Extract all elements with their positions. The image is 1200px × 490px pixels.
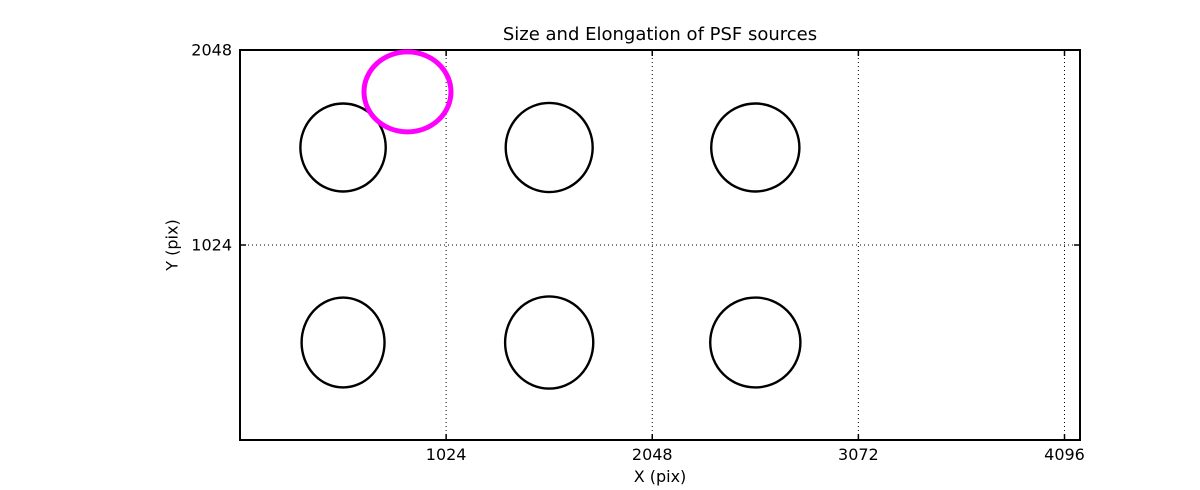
chart-title: Size and Elongation of PSF sources xyxy=(503,24,817,45)
axis-ticks xyxy=(240,49,1080,440)
flagged-elongated-ellipse xyxy=(361,49,454,135)
x-gridlines xyxy=(445,50,1066,440)
x-tick-label: 2048 xyxy=(632,445,673,464)
psf-source-ellipse xyxy=(503,295,595,390)
x-tick-label: 4096 xyxy=(1044,445,1085,464)
x-tick-label: 1024 xyxy=(426,445,467,464)
y-tick-labels: 1024 2048 xyxy=(191,41,232,255)
y-tick-label: 1024 xyxy=(191,236,232,255)
psf-source-ellipse xyxy=(300,296,386,389)
y-tick-label: 2048 xyxy=(191,41,232,60)
source-ellipses xyxy=(299,49,802,390)
x-tick-label: 3072 xyxy=(838,445,879,464)
psf-source-ellipse xyxy=(504,101,594,194)
y-axis-label: Y (pix) xyxy=(163,219,182,271)
psf-source-ellipse xyxy=(709,296,802,389)
x-tick-labels: 1024 2048 3072 4096 xyxy=(426,445,1085,464)
x-axis-label: X (pix) xyxy=(634,467,687,486)
psf-source-ellipse xyxy=(299,102,387,193)
psf-source-ellipse xyxy=(710,102,801,193)
